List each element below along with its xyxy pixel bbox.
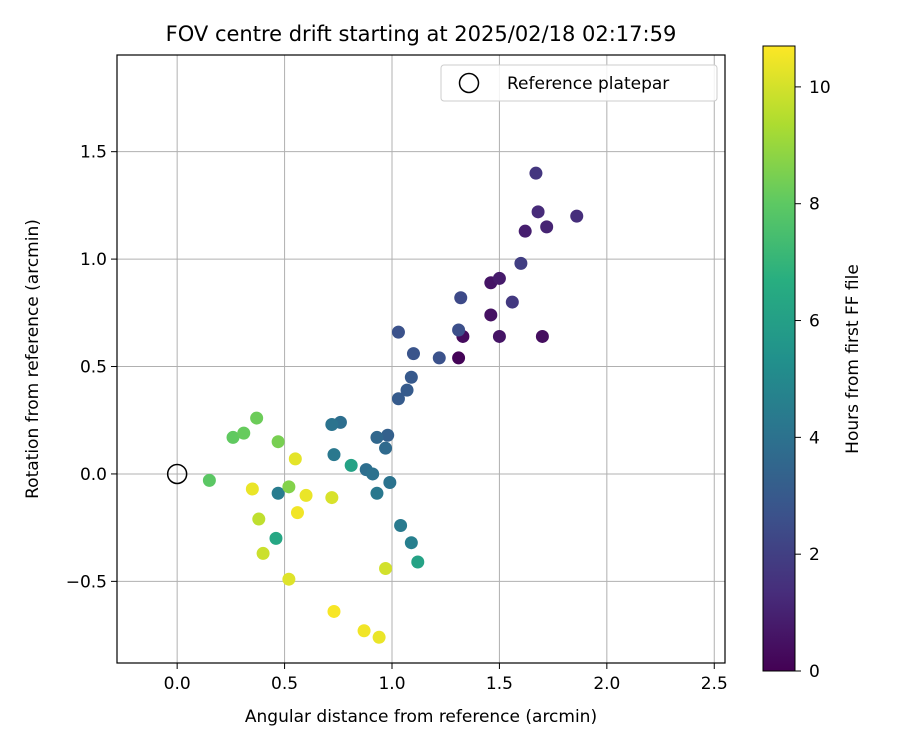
- data-point: [394, 519, 408, 533]
- data-point: [288, 452, 302, 466]
- colorbar: [762, 45, 796, 672]
- data-point: [391, 392, 405, 406]
- data-point: [379, 441, 393, 455]
- data-point: [518, 224, 532, 238]
- x-tick-label: 2.0: [593, 674, 620, 694]
- y-tick-label: 1.0: [80, 250, 107, 270]
- data-point: [370, 486, 384, 500]
- colorbar-tick-label: 2: [809, 545, 820, 565]
- x-tick-label: 1.5: [486, 674, 513, 694]
- data-point: [269, 531, 283, 545]
- legend-label: Reference platepar: [507, 74, 669, 94]
- data-point: [245, 482, 259, 496]
- data-point: [252, 512, 266, 526]
- colorbar-tick-label: 8: [809, 195, 820, 215]
- data-point: [372, 630, 386, 644]
- data-point: [366, 467, 380, 481]
- legend-marker-icon: [458, 72, 480, 94]
- data-point: [452, 351, 466, 365]
- x-axis: 0.0 0.5 1.0 1.5 2.0 2.5: [164, 663, 728, 694]
- x-tick-label: 1.0: [378, 674, 405, 694]
- data-point: [344, 458, 358, 472]
- data-point: [404, 536, 418, 550]
- legend-box: [440, 64, 718, 102]
- y-tick-label: 0.5: [80, 358, 107, 378]
- reference-platepar-marker: [166, 463, 188, 485]
- data-point: [256, 546, 270, 560]
- data-point: [299, 488, 313, 502]
- data-point: [540, 220, 554, 234]
- data-point: [271, 486, 285, 500]
- data-point: [282, 480, 296, 494]
- data-point: [327, 448, 341, 462]
- data-point: [535, 329, 549, 343]
- data-point: [505, 295, 519, 309]
- data-point: [357, 624, 371, 638]
- data-point: [271, 435, 285, 449]
- plot-frame: [116, 54, 726, 664]
- x-tick-label: 2.5: [701, 674, 728, 694]
- data-point: [391, 325, 405, 339]
- grid: [117, 55, 725, 663]
- data-point: [492, 271, 506, 285]
- y-tick-label: −0.5: [66, 572, 107, 592]
- colorbar-tick-label: 0: [809, 662, 820, 682]
- data-point: [237, 426, 251, 440]
- data-point: [452, 323, 466, 337]
- data-point: [250, 411, 264, 425]
- colorbar-axis: 0 2 4 6 8 10: [795, 78, 831, 682]
- data-point: [325, 491, 339, 505]
- data-point: [406, 347, 420, 361]
- legend: Reference platepar: [440, 64, 718, 102]
- data-points: [202, 166, 584, 644]
- data-point: [529, 166, 543, 180]
- x-tick-label: 0.5: [271, 674, 298, 694]
- data-point: [282, 572, 296, 586]
- data-point: [570, 209, 584, 223]
- colorbar-label: Hours from first FF file: [843, 264, 863, 454]
- x-tick-label: 0.0: [164, 674, 191, 694]
- data-point: [454, 291, 468, 305]
- data-point: [492, 329, 506, 343]
- data-point: [379, 561, 393, 575]
- data-point: [432, 351, 446, 365]
- data-point: [381, 428, 395, 442]
- y-axis-label: Rotation from reference (arcmin): [23, 219, 43, 499]
- data-point: [327, 604, 341, 618]
- data-point: [290, 506, 304, 520]
- data-point: [202, 473, 216, 487]
- y-tick-label: 0.0: [80, 465, 107, 485]
- data-point: [383, 476, 397, 490]
- chart-title: FOV centre drift starting at 2025/02/18 …: [166, 22, 677, 46]
- y-tick-label: 1.5: [80, 143, 107, 163]
- colorbar-tick-label: 10: [809, 78, 831, 98]
- data-point: [325, 418, 339, 432]
- data-point: [404, 370, 418, 384]
- data-point: [411, 555, 425, 569]
- colorbar-tick-label: 4: [809, 428, 820, 448]
- colorbar-tick-label: 6: [809, 312, 820, 332]
- x-axis-label: Angular distance from reference (arcmin): [245, 707, 597, 727]
- y-axis: −0.5 0.0 0.5 1.0 1.5: [66, 143, 117, 592]
- data-point: [514, 256, 528, 270]
- data-point: [226, 430, 240, 444]
- data-point: [484, 308, 498, 322]
- data-point: [400, 383, 414, 397]
- data-point: [531, 205, 545, 219]
- data-point: [370, 430, 384, 444]
